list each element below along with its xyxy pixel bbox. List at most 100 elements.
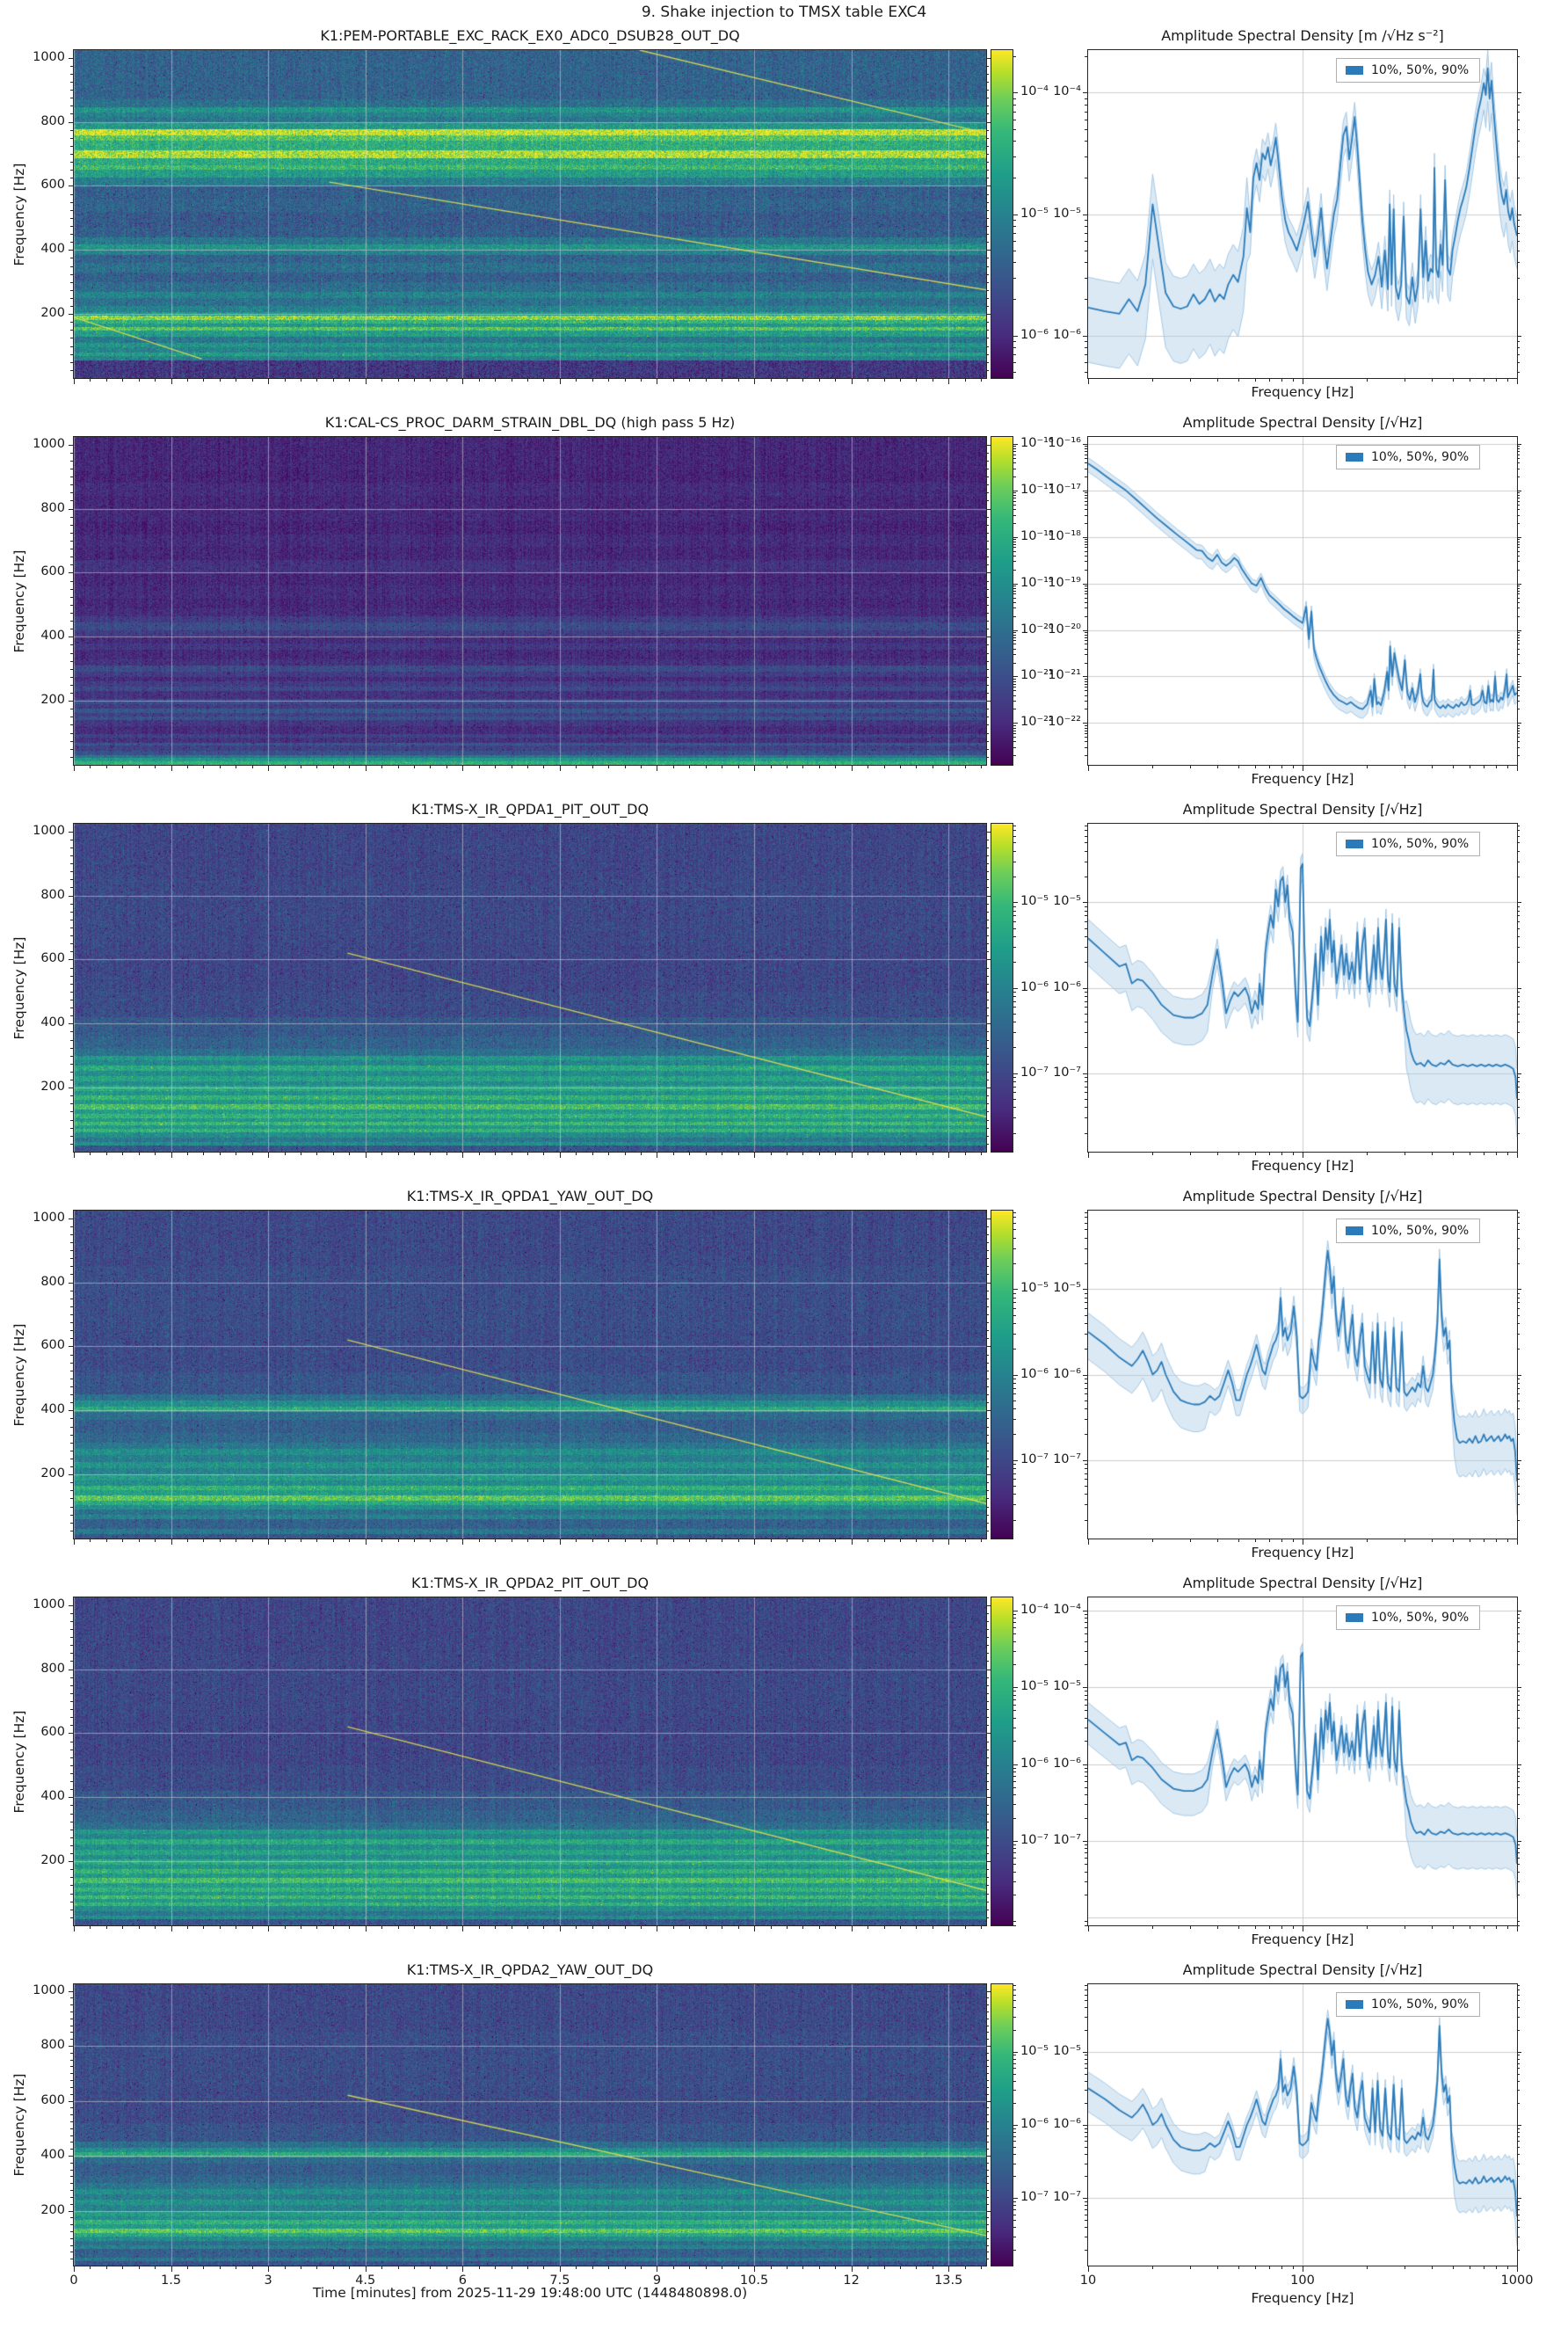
freq-minor-tick <box>986 1677 989 1678</box>
asd-yminor-tick <box>1085 2154 1088 2155</box>
asd-xminor-tick <box>1496 766 1497 768</box>
time-minor-tick <box>867 766 868 768</box>
asd-xminor-tick <box>1484 766 1485 768</box>
freq-minor-tick <box>986 1498 989 1499</box>
time-minor-tick <box>155 766 156 768</box>
freq-minor-tick <box>70 653 74 654</box>
freq-minor-tick <box>986 66 989 67</box>
freq-minor-tick <box>986 661 989 662</box>
asd-ymajor-tick <box>1083 723 1088 724</box>
asd-xminor-tick <box>1190 1926 1191 1929</box>
freq-minor-tick <box>986 677 989 678</box>
asd-xminor-tick <box>1152 766 1153 768</box>
asd-ytick-label: 10⁻⁶ <box>1053 327 1081 342</box>
freq-minor-tick <box>986 266 989 267</box>
asd-xminor-tick <box>1293 766 1294 768</box>
freq-minor-tick <box>70 290 74 291</box>
asd-yminor-tick <box>1085 2147 1088 2148</box>
freq-major-tick <box>986 1283 991 1284</box>
freq-minor-tick <box>70 2053 74 2054</box>
freq-minor-tick <box>70 1637 74 1638</box>
asd-xminor-tick <box>1484 379 1485 382</box>
freq-tick-label: 400 <box>40 2148 65 2162</box>
freq-major-tick <box>69 2211 74 2212</box>
colorbar-minor-tick <box>1013 1001 1016 1002</box>
asd-yminor-tick <box>1517 1651 1520 1652</box>
freq-minor-tick <box>70 863 74 864</box>
asd-yminor-tick <box>1085 1486 1088 1487</box>
asd-yminor-tick <box>1517 1349 1520 1350</box>
asd-yminor-tick <box>1085 372 1088 373</box>
colorbar-minor-tick <box>1013 1223 1016 1224</box>
asd-xaxis-label: Frequency [Hz] <box>1251 1932 1354 1947</box>
time-minor-tick <box>608 2266 609 2269</box>
time-major-tick <box>366 766 367 771</box>
asd-ymajor-tick <box>1517 1841 1521 1842</box>
colorbar <box>991 1597 1013 1925</box>
freq-minor-tick <box>70 1845 74 1846</box>
colorbar-minor-tick <box>1013 842 1016 843</box>
time-minor-tick <box>689 766 690 768</box>
time-major-tick <box>462 1539 463 1545</box>
asd-yminor-tick <box>1517 220 1520 221</box>
freq-minor-tick <box>70 1072 74 1073</box>
asd-yminor-tick <box>1517 616 1520 617</box>
time-major-tick <box>754 1926 755 1932</box>
freq-minor-tick <box>70 741 74 742</box>
asd-yminor-tick <box>1085 1633 1088 1634</box>
freq-tick-label: 600 <box>40 564 65 579</box>
colorbar-minor-tick <box>1013 1504 1016 1505</box>
asd-yminor-tick <box>1517 1032 1520 1033</box>
colorbar-minor-tick <box>1013 695 1016 696</box>
asd-ymajor-tick <box>1083 92 1088 93</box>
colorbar-minor-tick <box>1013 226 1016 227</box>
freq-minor-tick <box>70 887 74 888</box>
asd-yminor-tick <box>1085 1349 1088 1350</box>
freq-minor-tick <box>70 2060 74 2061</box>
freq-major-tick <box>986 445 991 446</box>
asd-yminor-tick <box>1517 911 1520 912</box>
asd-ytick-label: 10⁻⁷ <box>1053 1832 1081 1847</box>
time-major-tick <box>560 1539 561 1545</box>
freq-major-tick <box>986 1605 991 1606</box>
freq-minor-tick <box>70 138 74 139</box>
freq-minor-tick <box>986 1515 989 1516</box>
freq-minor-tick <box>986 1613 989 1614</box>
asd-yminor-tick <box>1085 1651 1088 1652</box>
asd-xminor-tick <box>1293 1539 1294 1542</box>
asd-yminor-tick <box>1085 1107 1088 1108</box>
asd-yminor-tick <box>1085 640 1088 641</box>
asd-yminor-tick <box>1085 547 1088 548</box>
asd-xminor-tick <box>1453 1926 1454 1929</box>
freq-minor-tick <box>70 1498 74 1499</box>
time-minor-tick <box>139 1926 140 1929</box>
freq-minor-tick <box>70 1685 74 1686</box>
freq-minor-tick <box>986 1894 989 1895</box>
asd-title: Amplitude Spectral Density [/√Hz] <box>1182 414 1423 431</box>
freq-minor-tick <box>70 1523 74 1524</box>
time-minor-tick <box>398 1539 399 1542</box>
asd-yminor-tick <box>1517 1705 1520 1706</box>
colorbar-minor-tick <box>1013 561 1016 562</box>
asd-ytick-label: 10⁻⁵ <box>1053 2043 1081 2058</box>
colorbar-minor-tick <box>1013 728 1016 729</box>
asd-ymajor-tick <box>1083 630 1088 631</box>
asd-yminor-tick <box>1517 544 1520 545</box>
freq-minor-tick <box>986 453 989 454</box>
colorbar-minor-tick <box>1013 1388 1016 1389</box>
time-major-tick <box>366 379 367 384</box>
colorbar <box>991 437 1013 765</box>
time-minor-tick <box>576 379 577 382</box>
asd-yminor-tick <box>1085 663 1088 664</box>
time-minor-tick <box>106 2266 107 2269</box>
freq-minor-tick <box>70 1226 74 1227</box>
asd-xminor-tick <box>1293 1153 1294 1155</box>
time-minor-tick <box>900 2266 901 2269</box>
time-major-tick <box>462 379 463 384</box>
time-major-tick <box>560 1153 561 1158</box>
asd-xminor-tick <box>1293 1926 1294 1929</box>
asd-yminor-tick <box>1085 915 1088 916</box>
freq-minor-tick <box>70 282 74 283</box>
asd-yminor-tick <box>1517 501 1520 502</box>
asd-ytick-label: 10⁻⁵ <box>1053 1281 1081 1296</box>
